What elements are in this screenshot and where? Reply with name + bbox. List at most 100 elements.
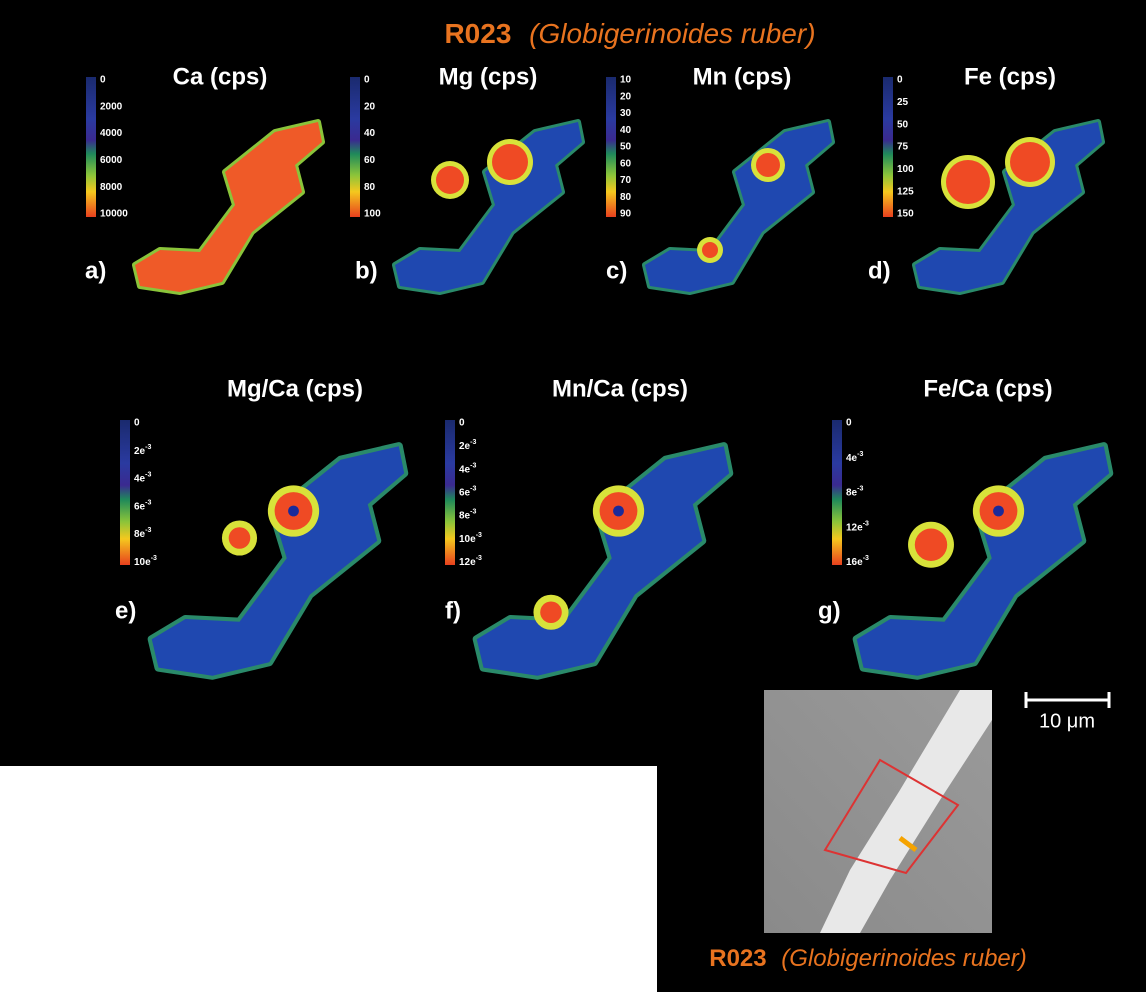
hot-spot <box>946 160 990 204</box>
hot-spot <box>702 242 718 258</box>
color-bar <box>120 420 130 565</box>
panel-label: f) <box>445 597 461 624</box>
panel-title: Mn (cps) <box>693 63 792 90</box>
scale-base: 12e <box>846 522 863 533</box>
scale-base: 4e <box>846 452 858 463</box>
scale-exp: -3 <box>470 462 476 469</box>
hot-spot <box>756 153 780 177</box>
scale-exp: -3 <box>145 499 151 506</box>
scale-label: 90 <box>620 209 632 220</box>
scale-base: 8e <box>846 487 858 498</box>
sample-id: R023 <box>444 18 511 49</box>
hot-spot <box>915 529 947 561</box>
hot-spot-core <box>288 506 299 517</box>
color-bar <box>86 77 96 217</box>
scale-exp: -3 <box>470 485 476 492</box>
caption: R023 (Globigerinoides ruber) <box>709 945 1027 972</box>
scale-exp: -3 <box>476 555 482 562</box>
scale-label: 6000 <box>100 155 123 166</box>
scale-exp: -3 <box>863 520 869 527</box>
scale-label: 150 <box>897 209 914 220</box>
scale-label: 10 <box>620 75 632 86</box>
scale-label: 8000 <box>100 182 123 193</box>
scale-label: 20 <box>620 91 632 102</box>
scale-label: 50 <box>620 142 632 153</box>
panel-title: Fe/Ca (cps) <box>923 375 1052 402</box>
panel-label: a) <box>85 257 106 284</box>
figure-title: R023 (Globigerinoides ruber) <box>444 18 815 49</box>
scale-label: 10000 <box>100 209 128 220</box>
scale-label: 40 <box>620 125 632 136</box>
hot-spot <box>436 166 464 194</box>
species: (Globigerinoides ruber) <box>529 18 815 49</box>
panel-title: Ca (cps) <box>173 63 268 90</box>
panel-label: e) <box>115 597 136 624</box>
scale-label: 80 <box>620 192 632 203</box>
color-bar <box>445 420 455 565</box>
scale-base: 6e <box>134 501 146 512</box>
scale-label: 0 <box>846 418 852 429</box>
scale-label: 60 <box>364 155 376 166</box>
panel-title: Fe (cps) <box>964 63 1056 90</box>
scale-label: 0 <box>459 418 465 429</box>
scale-label: 100 <box>364 209 381 220</box>
scale-exp: -3 <box>863 555 869 562</box>
scale-exp: -3 <box>857 485 863 492</box>
scale-base: 8e <box>459 510 471 521</box>
panel-label: b) <box>355 257 378 284</box>
scale-exp: -3 <box>145 471 151 478</box>
scale-label: 60 <box>620 158 632 169</box>
scale-label: 0 <box>897 75 903 86</box>
scale-exp: -3 <box>470 439 476 446</box>
color-bar <box>350 77 360 217</box>
species: (Globigerinoides ruber) <box>781 945 1026 972</box>
scale-base: 4e <box>459 464 471 475</box>
hot-spot <box>540 601 562 623</box>
color-bar <box>883 77 893 217</box>
scale-base: 2e <box>134 445 146 456</box>
scale-label: 100 <box>897 164 914 175</box>
scale-label: 50 <box>897 119 909 130</box>
scale-exp: -3 <box>476 532 482 539</box>
scale-base: 2e <box>459 441 471 452</box>
hot-spot <box>1010 142 1050 182</box>
scale-exp: -3 <box>470 509 476 516</box>
scale-base: 8e <box>134 529 146 540</box>
sample-id: R023 <box>709 945 766 972</box>
scale-label: 25 <box>897 97 909 108</box>
scale-label: 4000 <box>100 128 123 139</box>
scale-label: 70 <box>620 175 632 186</box>
figure: R023 (Globigerinoides ruber) 02000400060… <box>0 0 1146 992</box>
scale-label: 80 <box>364 182 376 193</box>
panel-label: d) <box>868 257 891 284</box>
scale-label: 40 <box>364 128 376 139</box>
panel-title: Mn/Ca (cps) <box>552 375 688 402</box>
panel-title: Mg/Ca (cps) <box>227 375 363 402</box>
scale-label: 30 <box>620 108 632 119</box>
scale-base: 4e <box>134 473 146 484</box>
scale-exp: -3 <box>151 555 157 562</box>
scale-label: 75 <box>897 142 909 153</box>
hot-spot <box>492 144 528 180</box>
panel-label: c) <box>606 257 627 284</box>
scale-label: 10 μm <box>1039 710 1095 732</box>
panel-title: Mg (cps) <box>439 63 538 90</box>
scale-base: 16e <box>846 557 863 568</box>
scale-label: 0 <box>134 418 140 429</box>
scale-label: 2000 <box>100 101 123 112</box>
scale-label: 0 <box>364 75 370 86</box>
scale-base: 10e <box>459 533 476 544</box>
scale-base: 6e <box>459 487 471 498</box>
scale-exp: -3 <box>145 527 151 534</box>
hot-spot-core <box>613 506 624 517</box>
scale-base: 10e <box>134 557 151 568</box>
scale-exp: -3 <box>145 444 151 451</box>
scale-exp: -3 <box>857 451 863 458</box>
scale-label: 20 <box>364 101 376 112</box>
color-bar <box>832 420 842 565</box>
scale-label: 125 <box>897 186 914 197</box>
hot-spot <box>229 527 251 549</box>
scale-label: 0 <box>100 75 106 86</box>
panel-label: g) <box>818 597 841 624</box>
color-bar <box>606 77 616 217</box>
